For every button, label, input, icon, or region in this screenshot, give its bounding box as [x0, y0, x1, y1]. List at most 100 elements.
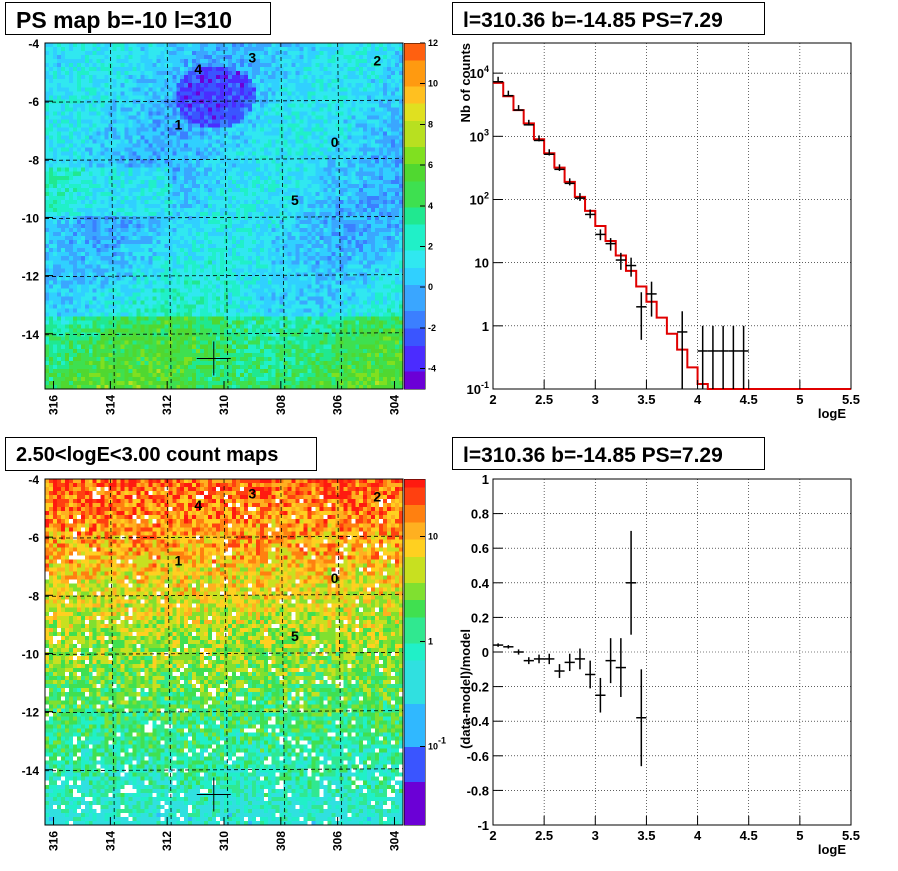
residual-title: l=310.36 b=-14.85 PS=7.29 — [452, 437, 765, 470]
xtick-label: 304 — [387, 395, 401, 415]
xtick-label: 312 — [160, 395, 174, 415]
xtick-label: 3.5 — [637, 392, 655, 407]
ytick-label: 102 — [470, 190, 489, 207]
xtick-label: 5.5 — [842, 392, 860, 407]
colorbar-tick: 6 — [428, 160, 433, 170]
map-grid — [44, 42, 404, 390]
grid-line-lat — [44, 593, 404, 597]
xtick-label: 4.5 — [740, 828, 758, 843]
ps-colorbar: 12 10 8 6 4 2 0 -2 -4 — [403, 38, 438, 390]
xtick-label: 314 — [103, 831, 117, 851]
grid-line-lon — [337, 42, 343, 390]
grid-line-lon — [280, 478, 286, 826]
ytick-label: -0.2 — [467, 680, 489, 695]
xtick-label: 2.5 — [535, 392, 553, 407]
xtick-label: 2.5 — [535, 828, 553, 843]
spectrum-title: l=310.36 b=-14.85 PS=7.29 — [452, 2, 765, 35]
map-top-title: PS map b=-10 l=310 — [5, 2, 271, 35]
ytick-label: 0.6 — [471, 541, 489, 556]
colorbar-frame — [403, 42, 426, 390]
colorbar-tick: 8 — [428, 119, 433, 129]
ytick-label: 1 — [482, 472, 489, 487]
colorbar-tick: -2 — [428, 323, 436, 333]
source-label-5: 5 — [291, 628, 299, 644]
grid-line-lon — [166, 42, 172, 390]
residual-panel: 2 2.5 3 3.5 4 4.5 5 5.5 1 0.8 0.6 0.4 0.2 0 -0.2 -0.4 -0… — [458, 472, 860, 857]
xtick-label: 314 — [103, 395, 117, 415]
xtick-label: 3 — [592, 392, 599, 407]
xtick-label: 5 — [796, 828, 803, 843]
xtick-label: 3 — [592, 828, 599, 843]
ytick-label: -8 — [28, 589, 39, 603]
grid-line-lon — [223, 478, 229, 826]
source-label-4: 4 — [194, 61, 202, 77]
grid-line-lat — [44, 216, 404, 219]
colorbar-tick: 10 — [428, 532, 438, 542]
grid-line-lon — [109, 478, 115, 826]
spectrum-frame — [492, 42, 852, 390]
ytick-label: -12 — [22, 270, 40, 284]
source-label-4: 4 — [194, 497, 202, 513]
xtick-label: 308 — [274, 831, 288, 851]
ytick-label: -0.6 — [467, 749, 489, 764]
ytick-label: 10 — [475, 256, 489, 271]
ytick-label: -0.4 — [467, 714, 490, 729]
colorbar-tick: 0 — [428, 282, 433, 292]
xtick-label: 4.5 — [740, 392, 758, 407]
spectrum-grid — [492, 43, 852, 389]
y-axis-label: (data-model)/model — [458, 629, 473, 749]
xtick-label: 304 — [387, 831, 401, 851]
source-label-0: 0 — [331, 570, 339, 586]
x-axis-label: logE — [818, 406, 846, 421]
colorbar-tick: 10-1 — [428, 735, 446, 751]
xtick-label: 310 — [217, 395, 231, 415]
ytick-label: -6 — [28, 95, 39, 109]
source-label-1: 1 — [175, 552, 183, 568]
xtick-label: 310 — [217, 831, 231, 851]
xtick-label: 316 — [47, 395, 61, 415]
ytick-label: -4 — [28, 37, 39, 51]
colorbar-frame — [403, 478, 426, 826]
ytick-label: 10-1 — [467, 380, 489, 397]
ytick-label: -10 — [22, 211, 40, 225]
residual-grid — [492, 478, 852, 826]
grid-line-lat — [44, 99, 404, 103]
map-grid — [44, 478, 404, 826]
grid-line-lon — [109, 42, 115, 390]
grid-line-lat — [44, 768, 404, 772]
ytick-label: 103 — [470, 127, 489, 144]
heatmap-cells — [45, 43, 404, 390]
ytick-label: -4 — [28, 473, 39, 487]
ytick-label: -14 — [22, 328, 40, 342]
xtick-label: 306 — [331, 395, 345, 415]
xtick-label: 308 — [274, 395, 288, 415]
ps-map-panel: 2 3 4 1 0 5 -4 -6 -8 -10 -12 -14 316 314 312 310 308 306 3… — [22, 37, 404, 415]
grid-line-lat — [44, 332, 404, 336]
grid-line-lat — [44, 652, 404, 655]
ytick-label: -14 — [22, 764, 40, 778]
y-axis-label: Nb of counts — [458, 43, 473, 122]
colorbar-tick: -4 — [428, 364, 436, 374]
source-label-0: 0 — [331, 134, 339, 150]
ytick-label: 0.4 — [471, 576, 490, 591]
ytick-label: 0.2 — [471, 610, 489, 625]
grid-line-lat — [44, 535, 404, 539]
source-label-2: 2 — [373, 488, 381, 504]
grid-line-lon — [337, 478, 343, 826]
source-label-5: 5 — [291, 192, 299, 208]
ytick-label: 0.8 — [471, 507, 489, 522]
source-label-1: 1 — [175, 116, 183, 132]
xtick-label: 2 — [489, 392, 496, 407]
source-label-2: 2 — [373, 52, 381, 68]
colorbar-tick: 4 — [428, 201, 433, 211]
ytick-label: 1 — [482, 319, 489, 334]
xtick-label: 306 — [331, 831, 345, 851]
ytick-label: -6 — [28, 531, 39, 545]
xtick-label: 5.5 — [842, 828, 860, 843]
ytick-label: -10 — [22, 647, 40, 661]
colorbar-tick: 2 — [428, 242, 433, 252]
xtick-label: 4 — [694, 392, 702, 407]
heatmap-cells — [45, 479, 404, 826]
